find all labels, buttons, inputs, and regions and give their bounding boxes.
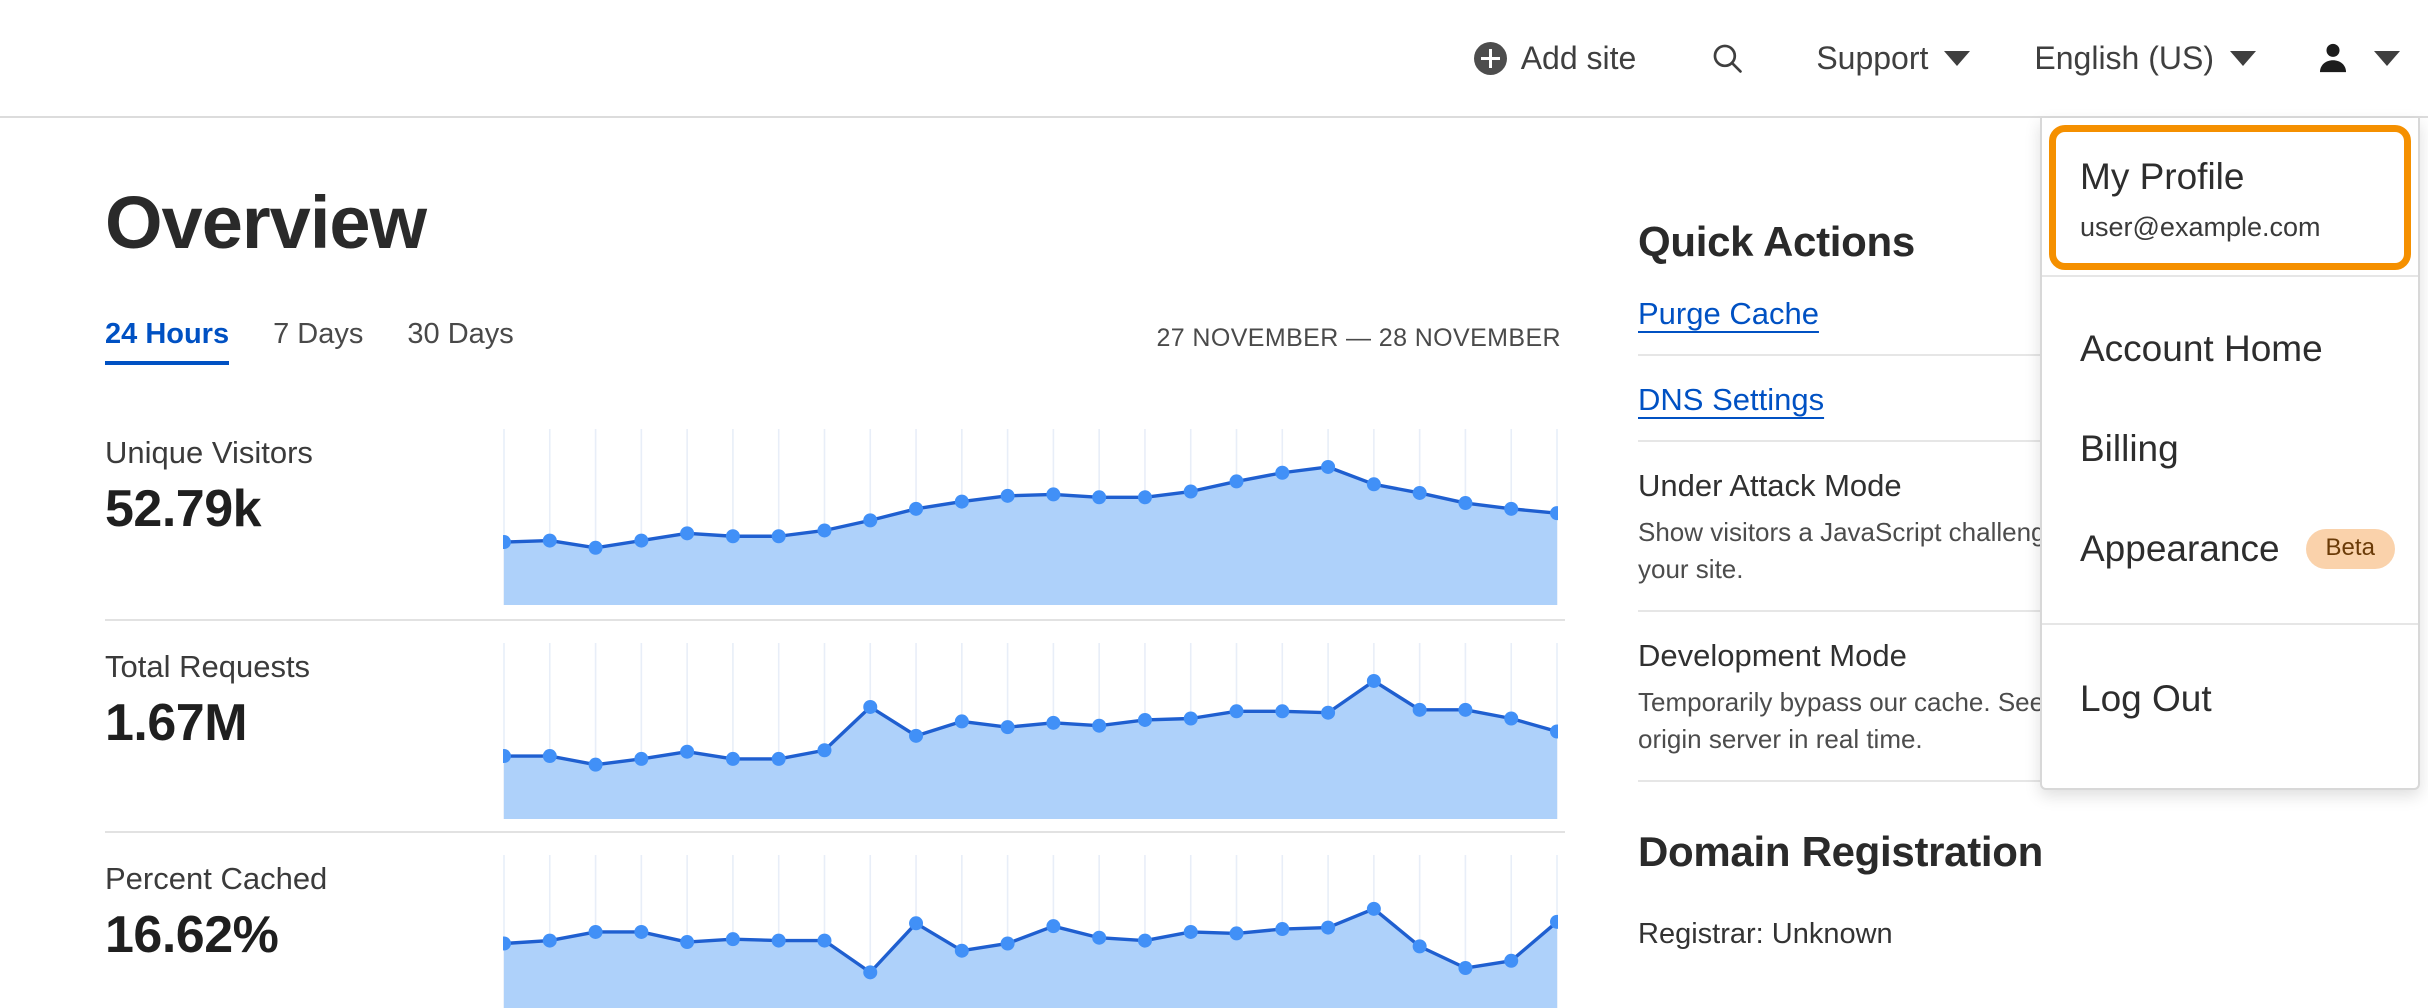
tab-30-days[interactable]: 30 Days (407, 318, 514, 350)
quick-action-development-mode[interactable]: Development Mode Temporarily bypass our … (1638, 612, 2338, 782)
support-menu[interactable]: Support (1816, 39, 1971, 77)
metric-label: Percent Cached (105, 861, 328, 896)
tab-24-hours[interactable]: 24 Hours (105, 318, 230, 365)
add-site-button[interactable]: Add site (1473, 39, 1637, 77)
account-home-label: Account Home (2080, 328, 2323, 369)
plus-circle-icon (1473, 41, 1507, 75)
side-panel: Quick Actions Purge Cache DNS Settings U… (1638, 118, 2338, 951)
language-menu[interactable]: English (US) (2034, 40, 2256, 77)
time-range-tabs: 24 Hours 7 Days 30 Days 27 NOVEMBER — 28… (105, 318, 1565, 365)
my-profile-email: user@example.com (2080, 212, 2321, 242)
my-profile-label: My Profile (2080, 156, 2245, 197)
top-nav-right-group: Add site Support English (US) (1473, 0, 2400, 116)
add-site-label: Add site (1520, 39, 1637, 76)
dropdown-group-account: Account Home Billing Appearance Beta (2042, 277, 2418, 625)
development-mode-title: Development Mode (1638, 637, 1907, 673)
metric-value: 1.67M (105, 694, 248, 752)
beta-badge: Beta (2305, 529, 2395, 569)
search-button[interactable] (1710, 41, 1744, 75)
dropdown-item-billing[interactable]: Billing (2042, 399, 2418, 499)
page-title: Overview (105, 181, 427, 264)
metric-row-unique-visitors: Unique Visitors 52.79k (105, 407, 1565, 619)
metric-row-percent-cached: Percent Cached 16.62% (105, 831, 1565, 1008)
chevron-down-icon (2230, 50, 2256, 66)
main-content: Overview 24 Hours 7 Days 30 Days 27 NOVE… (0, 118, 2428, 1008)
metric-value: 16.62% (105, 906, 279, 964)
support-label: Support (1816, 39, 1929, 76)
purge-cache-link[interactable]: Purge Cache (1638, 296, 1819, 331)
tab-7-days[interactable]: 7 Days (273, 318, 364, 350)
log-out-label: Log Out (2080, 678, 2212, 719)
billing-label: Billing (2080, 428, 2179, 469)
dropdown-item-appearance[interactable]: Appearance Beta (2042, 499, 2418, 599)
dropdown-item-my-profile[interactable]: My Profile user@example.com (2042, 118, 2418, 277)
person-icon (2319, 43, 2347, 73)
quick-actions-title: Quick Actions (1638, 218, 1915, 265)
overview-column: Overview 24 Hours 7 Days 30 Days 27 NOVE… (105, 118, 1565, 1008)
metric-value: 52.79k (105, 480, 262, 538)
sparkline-chart-total-requests (503, 641, 1558, 819)
date-range-label: 27 NOVEMBER — 28 NOVEMBER (1156, 324, 1561, 352)
top-navigation-bar: Add site Support English (US) (0, 0, 2428, 118)
sparkline-chart-unique-visitors (503, 427, 1558, 605)
metric-label: Total Requests (105, 649, 311, 684)
under-attack-mode-title: Under Attack Mode (1638, 468, 1902, 503)
metric-row-total-requests: Total Requests 1.67M (105, 619, 1565, 831)
search-icon (1713, 44, 1743, 73)
dropdown-item-log-out[interactable]: Log Out (2042, 649, 2418, 749)
sparkline-chart-percent-cached (503, 853, 1558, 1008)
dropdown-group-logout: Log Out (2042, 625, 2418, 749)
appearance-label: Appearance (2080, 528, 2280, 569)
chevron-down-icon (1944, 50, 1971, 66)
account-menu-button[interactable] (2316, 40, 2400, 76)
account-dropdown-menu: My Profile user@example.com Account Home… (2040, 118, 2420, 790)
domain-registration-title: Domain Registration (1638, 827, 2044, 875)
quick-action-dns-settings: DNS Settings (1638, 356, 2338, 442)
metric-label: Unique Visitors (105, 435, 313, 470)
registrar-label: Registrar: Unknown (1638, 917, 1893, 950)
quick-action-purge-cache: Purge Cache (1638, 266, 2338, 356)
dropdown-item-account-home[interactable]: Account Home (2042, 299, 2418, 399)
chevron-down-icon (2374, 50, 2400, 66)
language-label: English (US) (2034, 39, 2214, 76)
metric-list: Unique Visitors 52.79k Total Requests 1.… (105, 407, 1565, 1008)
dns-settings-link[interactable]: DNS Settings (1638, 382, 1825, 417)
